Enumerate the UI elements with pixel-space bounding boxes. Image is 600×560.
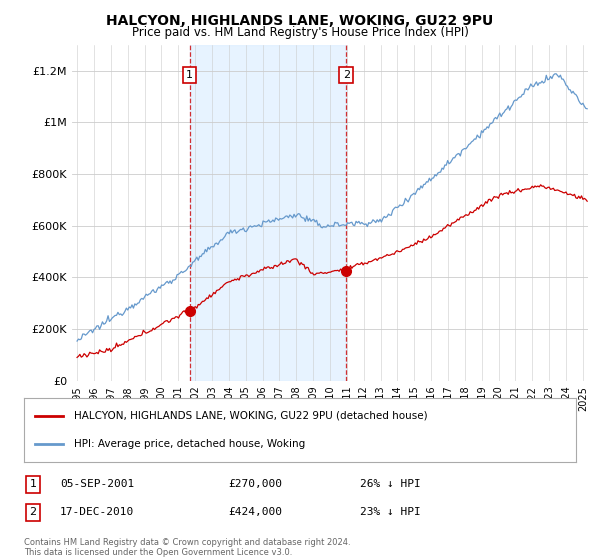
Text: 2: 2 — [29, 507, 37, 517]
Text: 1: 1 — [29, 479, 37, 489]
Text: 05-SEP-2001: 05-SEP-2001 — [60, 479, 134, 489]
Text: HALCYON, HIGHLANDS LANE, WOKING, GU22 9PU (detached house): HALCYON, HIGHLANDS LANE, WOKING, GU22 9P… — [74, 410, 427, 421]
Bar — [190, 45, 346, 381]
Text: 23% ↓ HPI: 23% ↓ HPI — [360, 507, 421, 517]
Text: 2: 2 — [343, 70, 350, 80]
Text: 17-DEC-2010: 17-DEC-2010 — [60, 507, 134, 517]
Text: Contains HM Land Registry data © Crown copyright and database right 2024.
This d: Contains HM Land Registry data © Crown c… — [24, 538, 350, 557]
Text: Price paid vs. HM Land Registry's House Price Index (HPI): Price paid vs. HM Land Registry's House … — [131, 26, 469, 39]
Text: 1: 1 — [186, 70, 193, 80]
Text: £424,000: £424,000 — [228, 507, 282, 517]
Text: HALCYON, HIGHLANDS LANE, WOKING, GU22 9PU: HALCYON, HIGHLANDS LANE, WOKING, GU22 9P… — [106, 14, 494, 28]
Text: HPI: Average price, detached house, Woking: HPI: Average price, detached house, Woki… — [74, 439, 305, 449]
Text: 26% ↓ HPI: 26% ↓ HPI — [360, 479, 421, 489]
Text: £270,000: £270,000 — [228, 479, 282, 489]
